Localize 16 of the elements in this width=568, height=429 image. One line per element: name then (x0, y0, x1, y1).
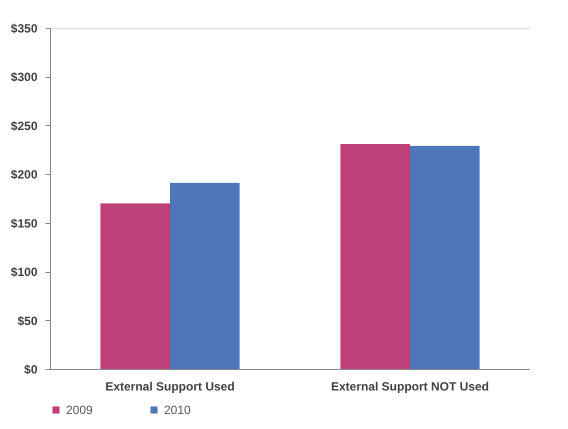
bar (410, 146, 480, 369)
x-tick-label: External Support Used (105, 380, 235, 394)
y-tick-label: $0 (24, 362, 38, 376)
legend-label: 2009 (66, 403, 94, 417)
y-tick-label: $100 (10, 265, 38, 280)
y-tick-label: $200 (10, 168, 38, 182)
bar (340, 144, 410, 369)
y-tick-label: $50 (17, 314, 38, 328)
y-tick-label: $350 (10, 22, 38, 36)
y-tick-label: $250 (10, 118, 38, 133)
legend-label: 2010 (164, 403, 192, 417)
bar (170, 182, 240, 369)
x-tick-label: External Support NOT Used (330, 380, 490, 394)
y-tick-label: $300 (10, 70, 38, 84)
y-tick-label: $150 (10, 216, 38, 230)
bar (100, 203, 170, 369)
